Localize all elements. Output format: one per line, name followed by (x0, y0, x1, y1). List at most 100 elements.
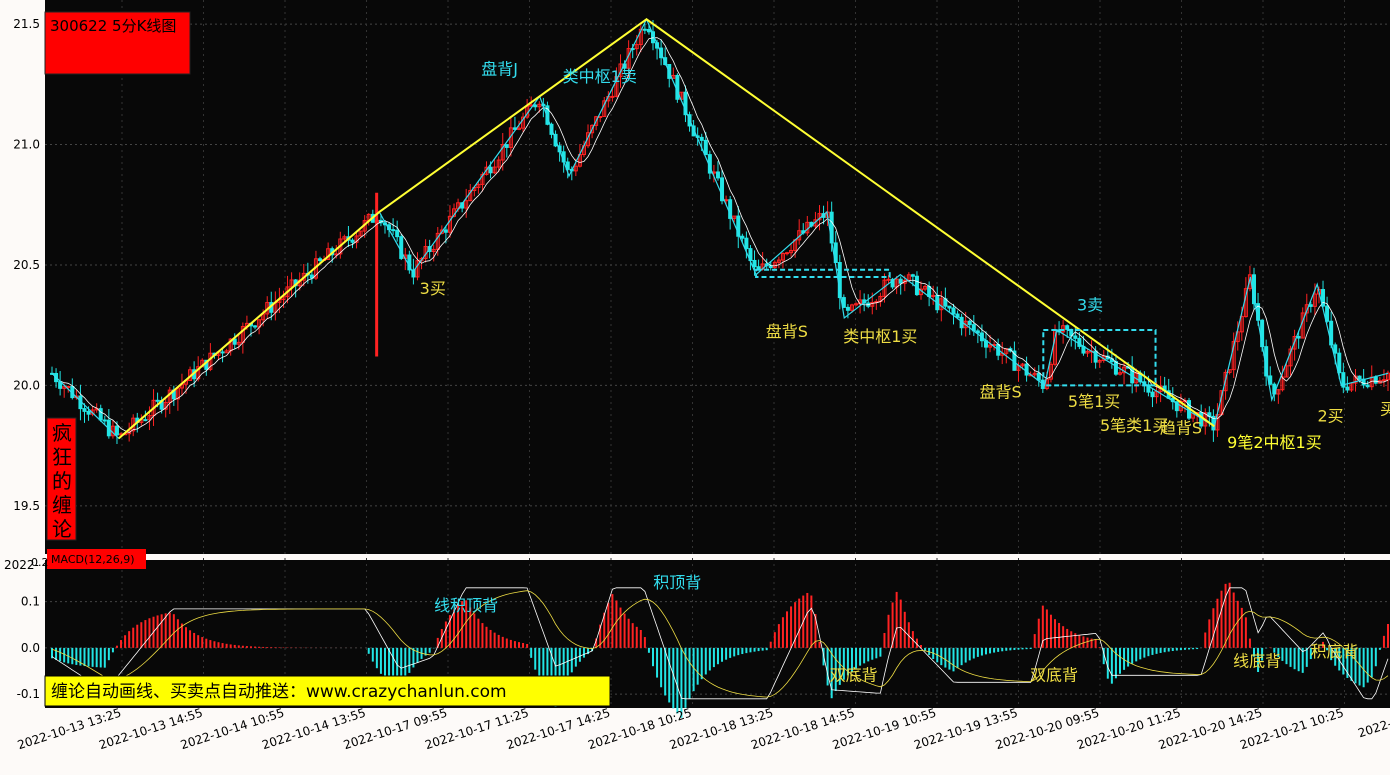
promo-banner (44, 675, 611, 707)
candle-body (545, 105, 550, 125)
candle-body (220, 351, 225, 354)
zhongshu-box (755, 268, 891, 279)
price-annotation: 买 (1380, 399, 1390, 418)
macd-annotation: 积底背 (1311, 642, 1359, 661)
candle-body (1020, 363, 1025, 367)
candle-body (114, 425, 119, 436)
watermark-char: 的 (52, 469, 72, 493)
candle-body (1048, 363, 1053, 380)
macd-lines (51, 587, 1389, 700)
candle-body (439, 229, 444, 234)
candle-body (772, 261, 777, 269)
price-fragment: 0.2 (31, 556, 49, 569)
y-axis-ticks: 19.5 20.0 20.5 21.0 21.5 -0.1 0.0 0.1 (13, 17, 40, 701)
candle-body (736, 215, 741, 237)
candle-body (415, 260, 420, 278)
candle-body (1365, 384, 1370, 388)
candle-body (886, 278, 891, 281)
candle-body (1357, 375, 1362, 380)
candle-body (1065, 325, 1070, 330)
candle-body (309, 274, 314, 279)
candle-body (963, 320, 968, 329)
candle-body (1337, 352, 1342, 374)
date-fragment: 2022- (4, 558, 39, 572)
candle-body (1061, 325, 1066, 333)
price-annotation: 盘背S (979, 382, 1021, 401)
price-annotation: 盘背S (766, 322, 808, 341)
candle-body (1093, 350, 1098, 363)
candle-body (504, 144, 509, 148)
candle-body (1117, 372, 1122, 375)
candle-body (703, 139, 708, 156)
candle-body (443, 229, 448, 233)
candle-body (1308, 304, 1313, 307)
macd-histogram (51, 582, 1389, 718)
dea-line (51, 590, 1389, 698)
candle-body (947, 305, 952, 309)
watermark-char: 狂 (52, 445, 72, 469)
candle-body (890, 278, 895, 288)
chanlun-strokes (51, 17, 1389, 440)
candle-body (253, 325, 258, 328)
grid-lines (45, 0, 1390, 708)
macd-title: MACD(12,26,9) (51, 553, 135, 566)
candle-body (1073, 335, 1078, 339)
macd-title-box (47, 549, 146, 569)
candle-body (967, 320, 972, 326)
candle-body (82, 408, 87, 412)
watermark-box (46, 417, 77, 541)
candle-body (594, 116, 599, 126)
candle-body (598, 115, 603, 118)
candle-body (927, 285, 932, 298)
candle-body (789, 249, 794, 254)
macd-tick-label: 0.1 (21, 595, 40, 609)
macd-annotation: 线底背 (1233, 651, 1281, 670)
macd-tick-label: -0.1 (17, 687, 40, 701)
candle-body (923, 285, 928, 290)
candle-body (155, 399, 160, 402)
candle-body (1036, 372, 1041, 381)
candle-body (955, 313, 960, 318)
candle-body (902, 279, 907, 284)
candle-body (224, 350, 229, 354)
price-tick-label: 20.0 (13, 378, 40, 392)
price-tick-label: 21.5 (13, 17, 40, 31)
candle-body (1150, 391, 1155, 398)
candle-body (431, 248, 436, 252)
candle-body (780, 253, 785, 261)
watermark-char: 疯 (52, 421, 72, 445)
candle-body (411, 269, 416, 278)
chart-annotations: 5笔类1卖盘背J类中枢1卖3买盘背S类中枢1买3卖盘背S5笔1买5笔类1买趋背S… (420, 60, 1390, 685)
price-annotation: 3买 (420, 279, 446, 298)
candle-body (744, 237, 749, 250)
candle-body (732, 215, 737, 219)
candle-body (354, 235, 359, 243)
candle-body (1304, 304, 1309, 314)
price-annotation: 9笔2中枢1买 (1227, 433, 1322, 452)
candle-body (610, 95, 615, 98)
candle-body (516, 127, 521, 130)
candle-body (358, 230, 363, 237)
price-annotation: 5笔类1买 (1100, 416, 1168, 435)
candle-body (638, 28, 643, 46)
candle-body (720, 177, 725, 202)
candle-body (931, 294, 936, 298)
watermark-text: 疯狂的缠论 (52, 421, 72, 541)
candle-body (634, 44, 639, 50)
candle-body (699, 136, 704, 141)
candle-body (143, 419, 148, 422)
candle-body (785, 252, 790, 255)
candle-body (1032, 372, 1037, 376)
candle-body (618, 63, 623, 78)
price-annotation: 3卖 (1077, 296, 1103, 315)
promo-banner-text: 缠论自动画线、买卖点自动推送：www.crazychanlun.com (51, 682, 507, 702)
candle-body (236, 341, 241, 345)
candle-body (1381, 379, 1386, 382)
candle-body (395, 229, 400, 238)
candle-body (663, 57, 668, 66)
candle-body (1292, 336, 1297, 350)
candle-body (1345, 386, 1350, 391)
price-tick-label: 19.5 (13, 499, 40, 513)
candle-body (642, 28, 647, 31)
